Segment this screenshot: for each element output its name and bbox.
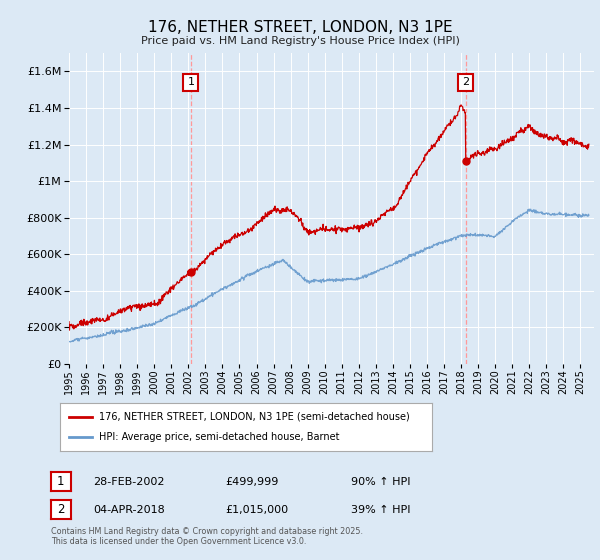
Text: Price paid vs. HM Land Registry's House Price Index (HPI): Price paid vs. HM Land Registry's House … bbox=[140, 36, 460, 46]
Text: 2: 2 bbox=[57, 503, 65, 516]
Text: £1,015,000: £1,015,000 bbox=[225, 505, 288, 515]
Text: 04-APR-2018: 04-APR-2018 bbox=[93, 505, 165, 515]
Text: 2: 2 bbox=[462, 77, 469, 87]
Text: 39% ↑ HPI: 39% ↑ HPI bbox=[351, 505, 410, 515]
Text: 1: 1 bbox=[57, 475, 65, 488]
Text: £499,999: £499,999 bbox=[225, 477, 278, 487]
Text: 90% ↑ HPI: 90% ↑ HPI bbox=[351, 477, 410, 487]
Text: HPI: Average price, semi-detached house, Barnet: HPI: Average price, semi-detached house,… bbox=[99, 432, 340, 442]
Text: 176, NETHER STREET, LONDON, N3 1PE: 176, NETHER STREET, LONDON, N3 1PE bbox=[148, 20, 452, 35]
Text: 28-FEB-2002: 28-FEB-2002 bbox=[93, 477, 164, 487]
Text: 1: 1 bbox=[187, 77, 194, 87]
Text: 176, NETHER STREET, LONDON, N3 1PE (semi-detached house): 176, NETHER STREET, LONDON, N3 1PE (semi… bbox=[99, 412, 410, 422]
Text: Contains HM Land Registry data © Crown copyright and database right 2025.
This d: Contains HM Land Registry data © Crown c… bbox=[51, 526, 363, 546]
